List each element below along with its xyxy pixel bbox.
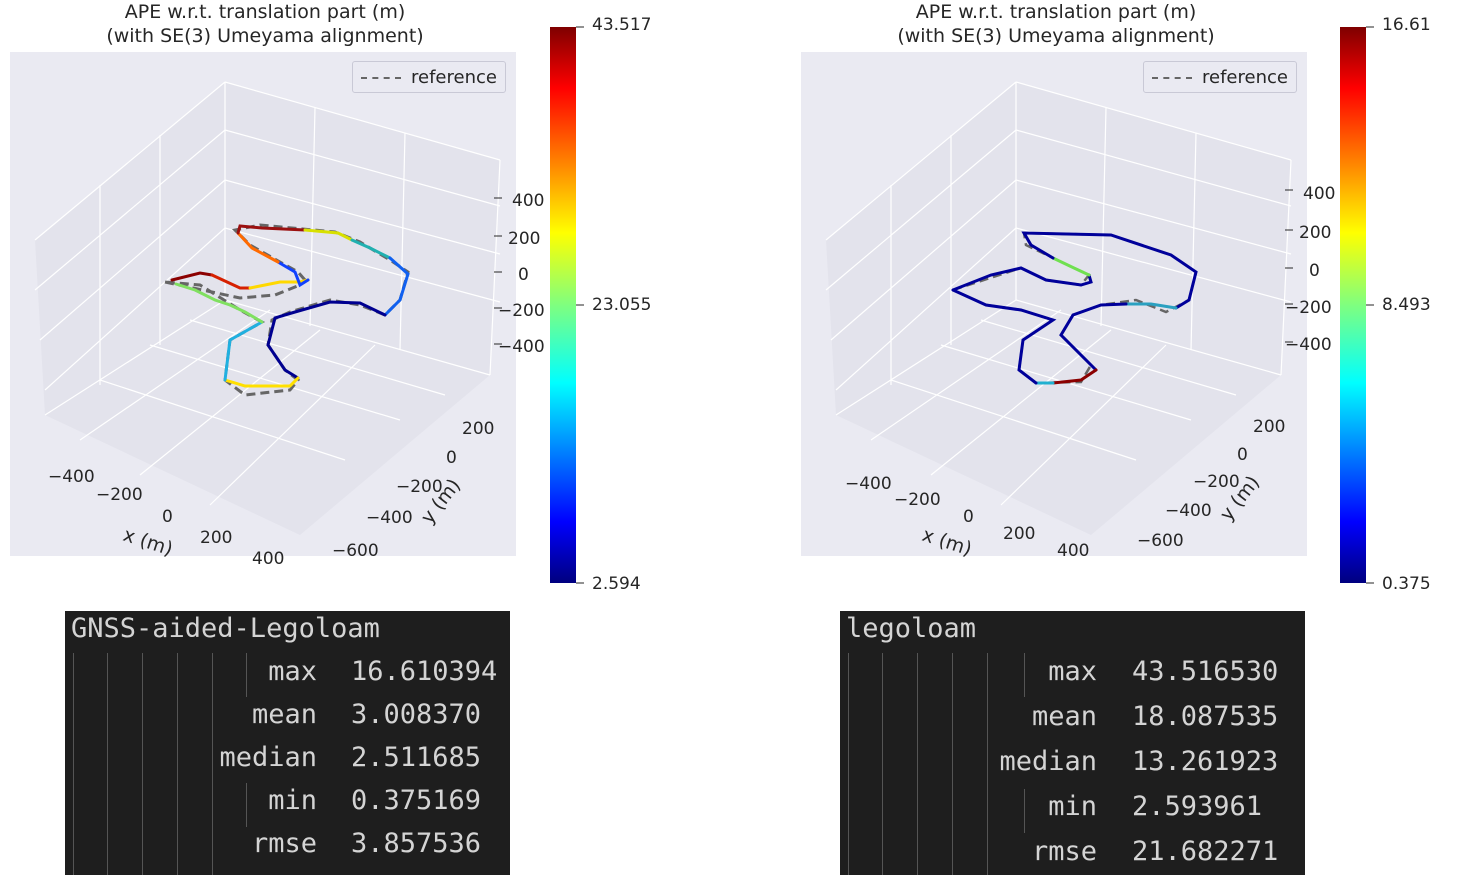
colorbar [550, 27, 576, 583]
y-tick: −400 [366, 508, 413, 528]
stat-key: max [1048, 656, 1097, 687]
stats-row: min 2.593961 [840, 791, 1305, 834]
stat-value: 0.375169 [351, 785, 482, 816]
legend: reference [1143, 61, 1297, 93]
colorbar-min: 2.594 [592, 574, 641, 594]
stat-key: rmse [1031, 836, 1097, 867]
plot-canvas-right: 400 200 0 −200 −400 −400 −200 0 200 400 … [801, 26, 1374, 584]
title-line: APE w.r.t. translation part (m) [124, 1, 406, 23]
colorbar [1340, 27, 1366, 583]
stat-value: 13.261923 [1132, 746, 1279, 777]
x-tick: 0 [963, 507, 974, 527]
legend-label: reference [411, 67, 497, 88]
stat-value: 2.511685 [351, 742, 482, 773]
colorbar-mid: 8.493 [1382, 295, 1431, 315]
stat-value: 3.857536 [351, 828, 482, 859]
x-axis-ticks: −400 −200 0 200 400 [845, 474, 1089, 561]
z-tick: −200 [1285, 298, 1332, 318]
legend-dash-swatch [361, 77, 401, 79]
stats-row: max 43.516530 [840, 656, 1305, 699]
z-tick: 200 [508, 229, 540, 249]
x-tick: 400 [252, 549, 284, 569]
x-tick: −200 [894, 490, 941, 510]
grid-lines [825, 81, 1292, 506]
y-axis-ticks: −600 −400 −200 0 200 [332, 419, 494, 561]
stats-title: legoloam [846, 613, 977, 644]
z-tick: 0 [1309, 261, 1320, 281]
y-tick: 200 [462, 419, 494, 439]
stat-key: mean [251, 699, 317, 730]
stats-row: median 2.511685 [65, 742, 510, 785]
stat-value: 18.087535 [1132, 701, 1279, 732]
stats-terminal-left: GNSS-aided-Legoloam max 16.610394 mean 3… [65, 611, 510, 875]
y-tick: 0 [1237, 445, 1248, 465]
x-tick: 400 [1057, 541, 1089, 561]
chart-title: APE w.r.t. translation part (m) (with SE… [796, 0, 1316, 48]
x-axis-ticks: −400 −200 0 200 400 [48, 467, 284, 569]
grid-lines [34, 81, 501, 506]
y-axis-ticks: −600 −400 −200 0 200 [1137, 417, 1285, 551]
stat-key: max [268, 656, 317, 687]
y-tick: −600 [1137, 531, 1184, 551]
x-tick: 200 [1003, 524, 1035, 544]
stats-row: rmse 21.682271 [840, 836, 1305, 875]
legend-dash-swatch [1152, 77, 1192, 79]
reference-trajectory [952, 231, 1198, 385]
z-tick: −400 [498, 337, 545, 357]
stats-row: rmse 3.857536 [65, 828, 510, 871]
stat-key: median [219, 742, 317, 773]
z-tick: 400 [1303, 184, 1335, 204]
stat-value: 16.610394 [351, 656, 498, 687]
y-tick: −600 [332, 541, 379, 561]
colorbar-mid: 23.055 [592, 295, 652, 315]
subtitle-line: (with SE(3) Umeyama alignment) [897, 25, 1215, 47]
y-tick: −200 [396, 477, 443, 497]
stat-key: mean [1031, 701, 1097, 732]
chart-title: APE w.r.t. translation part (m) (with SE… [5, 0, 525, 48]
error-trajectory [951, 231, 1198, 385]
z-axis-ticks: 400 200 0 −200 −400 [1285, 184, 1335, 355]
z-tick: −200 [498, 301, 545, 321]
z-tick: 0 [518, 265, 529, 285]
y-tick: −200 [1193, 472, 1240, 492]
y-tick: −400 [1165, 501, 1212, 521]
x-tick: 0 [162, 507, 173, 527]
ape-plot-left: 400 200 0 −200 −400 −400 −200 0 200 400 … [0, 0, 660, 600]
plot-canvas-left: 400 200 0 −200 −400 −400 −200 0 200 400 … [10, 26, 584, 584]
x-tick: −400 [845, 474, 892, 494]
z-tick: 200 [1299, 223, 1331, 243]
stat-value: 43.516530 [1132, 656, 1279, 687]
stats-row: min 0.375169 [65, 785, 510, 828]
legend: reference [352, 61, 506, 93]
z-tick: −400 [1285, 335, 1332, 355]
stat-value: 3.008370 [351, 699, 482, 730]
x-tick: −400 [48, 467, 95, 487]
colorbar-min: 0.375 [1382, 574, 1431, 594]
stats-row: mean 3.008370 [65, 699, 510, 742]
legend-label: reference [1202, 67, 1288, 88]
stats-terminal-right: legoloam max 43.516530 mean 18.087535 me… [840, 611, 1305, 875]
x-tick: −200 [96, 485, 143, 505]
subtitle-line: (with SE(3) Umeyama alignment) [106, 25, 424, 47]
colorbar-max: 16.61 [1382, 15, 1431, 35]
stat-key: min [1048, 791, 1097, 822]
stat-value: 21.682271 [1132, 836, 1279, 867]
stats-row: max 16.610394 [65, 656, 510, 699]
stats-title: GNSS-aided-Legoloam [71, 613, 380, 644]
z-tick: 400 [512, 191, 544, 211]
z-axis-ticks: 400 200 0 −200 −400 [494, 191, 545, 357]
stats-row: mean 18.087535 [840, 701, 1305, 744]
error-trajectory [170, 224, 410, 388]
stats-row: median 13.261923 [840, 746, 1305, 789]
ape-plot-right: 400 200 0 −200 −400 −400 −200 0 200 400 … [791, 0, 1451, 600]
stat-value: 2.593961 [1132, 791, 1263, 822]
stat-key: min [268, 785, 317, 816]
colorbar-max: 43.517 [592, 15, 652, 35]
y-tick: 0 [446, 448, 457, 468]
title-line: APE w.r.t. translation part (m) [915, 1, 1197, 23]
y-tick: 200 [1253, 417, 1285, 437]
stat-key: rmse [251, 828, 317, 859]
x-tick: 200 [200, 528, 232, 548]
stat-key: median [999, 746, 1097, 777]
